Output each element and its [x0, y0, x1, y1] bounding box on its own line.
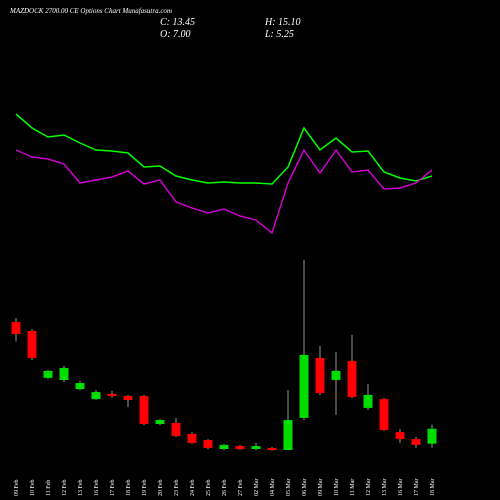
candle-body	[267, 447, 277, 450]
candle-body	[203, 440, 213, 448]
candle-body	[91, 392, 101, 400]
candle-body	[427, 428, 437, 444]
candle-body	[11, 322, 21, 334]
candle-body	[171, 423, 181, 437]
x-tick-label: 09 Feb	[14, 480, 20, 497]
x-tick-label: 05 Mar	[286, 479, 292, 497]
x-tick-label: 06 Mar	[302, 479, 308, 497]
indicator-line	[15, 148, 433, 235]
x-tick-label: 13 Mar	[382, 479, 388, 497]
indicator-line	[15, 113, 433, 185]
candle-body	[363, 394, 373, 408]
candle-body	[219, 444, 229, 450]
x-tick-label: 17 Mar	[414, 479, 420, 497]
candle-body	[27, 330, 37, 358]
open-label: O: 7.00	[160, 29, 191, 40]
x-tick-label: 18 Feb	[126, 480, 132, 497]
x-tick-label: 19 Feb	[142, 480, 148, 497]
candle-body	[331, 370, 341, 380]
close-label: C: 13.45	[160, 17, 195, 28]
candle-body	[299, 354, 309, 418]
x-tick-label: 11 Mar	[350, 479, 356, 496]
low-label: L: 5.25	[264, 29, 294, 40]
candle-body	[411, 439, 421, 445]
x-tick-label: 13 Feb	[78, 480, 84, 497]
x-tick-label: 02 Mar	[254, 479, 260, 497]
x-tick-label: 20 Feb	[158, 480, 164, 497]
candle-body	[347, 360, 357, 397]
candle-body	[123, 396, 133, 400]
x-tick-label: 27 Feb	[238, 480, 244, 497]
x-tick-label: 12 Mar	[366, 479, 372, 497]
candle-body	[251, 446, 261, 450]
x-tick-label: 16 Mar	[398, 479, 404, 497]
x-tick-label: 04 Mar	[270, 479, 276, 497]
x-tick-label: 10 Feb	[30, 480, 36, 497]
x-tick-label: 09 Mar	[318, 479, 324, 497]
candle-body	[59, 367, 69, 380]
x-tick-label: 16 Feb	[94, 480, 100, 497]
x-tick-label: 23 Feb	[174, 480, 180, 497]
x-tick-label: 25 Feb	[206, 480, 212, 497]
candle-body	[187, 433, 197, 444]
candle-body	[155, 420, 165, 424]
candle-body	[283, 420, 293, 450]
x-tick-label: 11 Feb	[46, 480, 52, 496]
candle-body	[75, 383, 85, 390]
candle-body	[235, 446, 245, 450]
candle-body	[43, 370, 53, 378]
x-tick-label: 10 Mar	[334, 479, 340, 497]
x-tick-label: 18 Mar	[430, 479, 436, 497]
candle-body	[139, 396, 149, 424]
x-tick-label: 12 Feb	[62, 480, 68, 497]
candle-body	[315, 357, 325, 394]
candle-body	[107, 393, 117, 397]
high-label: H: 15.10	[264, 17, 301, 28]
x-tick-label: 17 Feb	[110, 480, 116, 497]
x-tick-label: 26 Feb	[222, 480, 228, 497]
candle-body	[395, 432, 405, 440]
candle-body	[379, 399, 389, 430]
chart-title: MAZDOCK 2700.00 CE Options Chart Munafas…	[9, 7, 172, 15]
x-tick-label: 24 Feb	[190, 480, 196, 497]
